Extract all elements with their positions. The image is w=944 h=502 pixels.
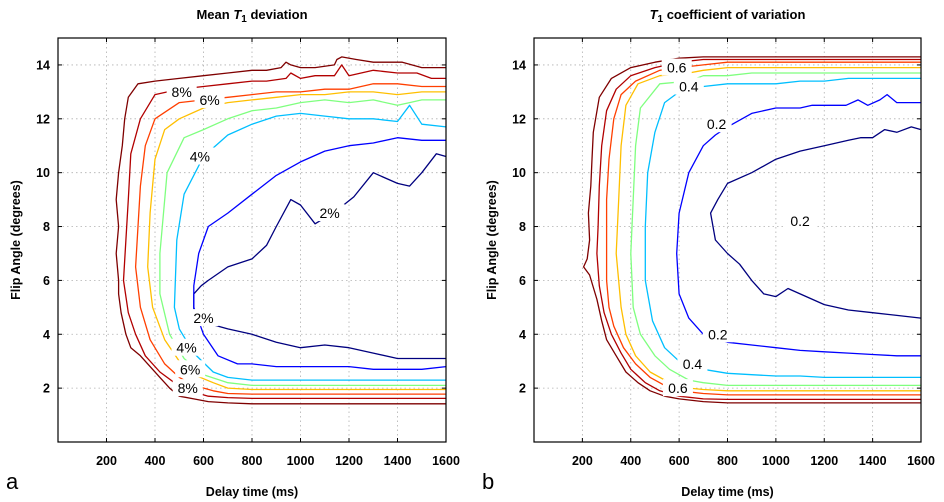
y-tick-label: 6 [43,274,50,288]
x-tick-label: 1400 [859,454,887,468]
y-tick-label: 2 [519,382,526,396]
contour-label: 0.4 [683,356,703,372]
panel-letter: b [482,469,494,494]
contour-line [159,99,446,387]
contour-label: 0.6 [667,60,687,76]
chart-title-symbol: T [233,7,242,22]
contour-label-background [172,379,203,397]
contour-label: 0.4 [679,78,699,94]
y-tick-label: 14 [36,58,50,72]
contour-label-background [188,309,219,327]
contour-label: 6% [180,361,200,377]
y-tick-label: 12 [36,112,50,126]
contour-label: 2% [193,310,213,326]
contour-line [644,77,921,379]
panel-a: 2% 2% 4% 4% 6% 6% 8% 8% 200 400 600 800 1000 1200 1400… [6,7,460,499]
contour-label: 6% [199,92,219,108]
x-axis-label: Delay time (ms) [206,485,298,499]
contour-line [709,126,922,319]
contour-line [122,64,446,400]
x-tick-label: 400 [145,454,166,468]
panel-letter: a [6,469,19,494]
y-tick-label: 10 [512,166,526,180]
contour-label: 0.2 [708,326,728,342]
x-tick-label: 1000 [287,454,315,468]
contour-label-background [661,58,692,76]
contour-line [615,66,921,392]
contour-label-background [175,360,206,378]
chart-title-prefix: Mean [196,7,233,22]
contour-label-background [701,115,732,133]
y-tick-label: 6 [519,274,526,288]
y-tick-label: 8 [43,220,50,234]
y-axis-label: Flip Angle (degrees) [485,180,499,300]
chart-title: Mean T1 deviation [196,7,307,25]
x-tick-label: 400 [620,454,641,468]
chart-title-subscript: 1 [241,14,247,25]
contour-label-background [171,338,202,356]
x-tick-label: 200 [572,454,593,468]
contour-label: 8% [178,380,198,396]
contour-line [605,61,921,396]
contour-label-background [673,77,704,95]
chart-title-subscript: 1 [658,14,664,25]
contour-line [134,83,446,395]
panel-b: 0.2 0.2 0.2 0.4 0.4 0.6 0.6 200 400 600 800 1000 120… [482,7,935,499]
y-tick-label: 4 [519,328,526,342]
contour-label-background [785,212,816,230]
contour-label-background [166,82,197,100]
x-tick-label: 1000 [762,454,790,468]
x-tick-label: 1400 [384,454,412,468]
x-tick-label: 1200 [335,454,363,468]
contour-label-background [184,147,215,165]
x-tick-label: 800 [242,454,263,468]
chart-title-symbol: T [650,7,659,22]
x-tick-label: 600 [669,454,690,468]
contour-label: 0.2 [790,213,810,229]
contour-label: 0.2 [707,116,727,132]
contour-label-background [702,325,733,343]
y-tick-label: 4 [43,328,50,342]
contour-line [582,56,921,404]
y-tick-label: 8 [519,220,526,234]
contour-label: 4% [176,340,196,356]
y-tick-label: 12 [512,112,526,126]
contour-line [676,93,921,357]
contour-line [115,56,446,405]
contour-label: 0.6 [668,380,688,396]
x-axis-label: Delay time (ms) [681,485,773,499]
contour-label: 4% [190,149,210,165]
contour-line [147,91,446,391]
x-tick-label: 1600 [432,454,460,468]
y-tick-label: 10 [36,166,50,180]
y-axis-label: Flip Angle (degrees) [9,180,23,300]
chart-title-suffix: coefficient of variation [663,7,805,22]
contour-label: 2% [319,205,339,221]
y-tick-label: 2 [43,382,50,396]
contour-label: 8% [172,84,192,100]
x-tick-label: 200 [96,454,117,468]
contour-line [193,137,447,370]
x-tick-label: 800 [717,454,738,468]
x-tick-label: 1200 [810,454,838,468]
contour-line [193,153,447,360]
x-tick-label: 600 [193,454,214,468]
contour-label-background [677,354,708,372]
chart-title: T1 coefficient of variation [650,7,806,25]
contour-label-background [662,379,693,397]
contour-line [630,72,921,387]
contour-line [596,58,921,401]
contour-line [173,104,447,381]
chart-title-suffix: deviation [247,7,308,22]
x-tick-label: 1600 [907,454,935,468]
contour-label-background [194,90,225,108]
contour-label-background [314,204,345,222]
y-tick-label: 14 [512,58,526,72]
